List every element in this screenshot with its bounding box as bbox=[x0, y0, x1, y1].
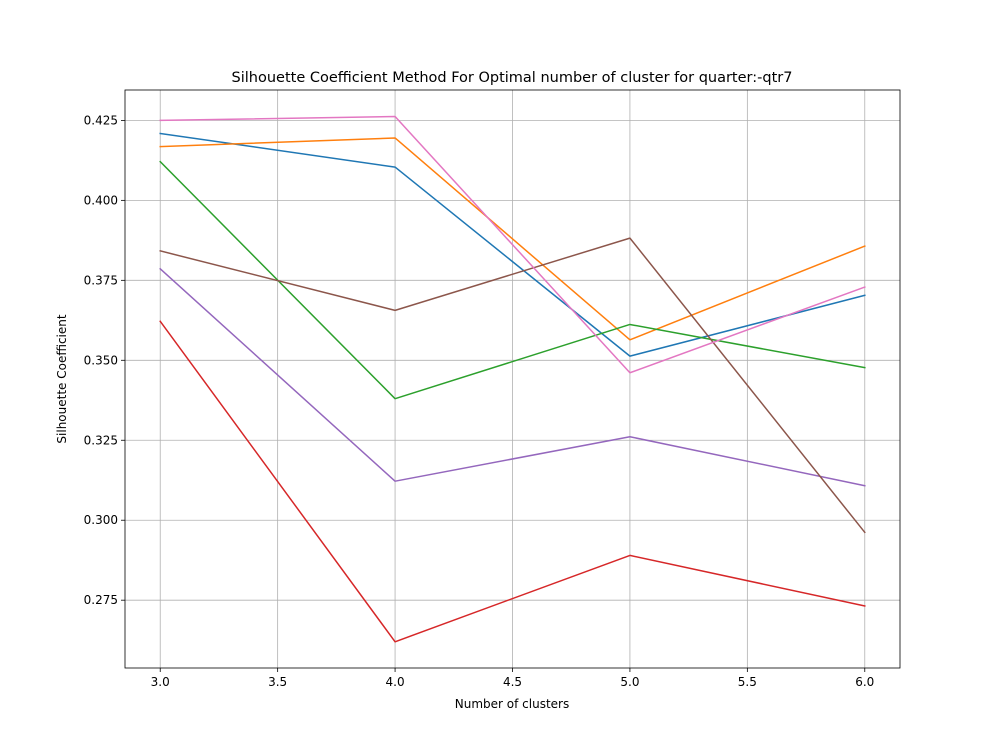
series-lines bbox=[159, 115, 866, 643]
x-tick-label: 5.5 bbox=[738, 675, 757, 689]
y-tick-label: 0.400 bbox=[84, 193, 118, 207]
x-tick-label: 5.0 bbox=[620, 675, 639, 689]
chart-title: Silhouette Coefficient Method For Optima… bbox=[232, 70, 793, 86]
y-tick-label: 0.275 bbox=[84, 593, 118, 607]
series-line-5 bbox=[159, 267, 866, 487]
y-tick-label: 0.300 bbox=[84, 513, 118, 527]
series-line-1 bbox=[159, 132, 866, 357]
x-tick-label: 4.0 bbox=[386, 675, 405, 689]
y-tick-label: 0.325 bbox=[84, 433, 118, 447]
axis-ticks: 3.0 3.5 4.0 4.5 5.0 5.5 6.0 0.275 0.300 0.325 0.35… bbox=[84, 113, 875, 689]
series-line-6 bbox=[159, 237, 866, 534]
series-line-4 bbox=[159, 320, 866, 643]
grid-lines bbox=[125, 90, 900, 668]
series-line-2 bbox=[159, 137, 866, 341]
x-tick-label: 6.0 bbox=[855, 675, 874, 689]
y-tick-label: 0.375 bbox=[84, 273, 118, 287]
y-tick-label: 0.350 bbox=[84, 353, 118, 367]
y-tick-label: 0.425 bbox=[84, 113, 118, 127]
x-tick-label: 3.5 bbox=[268, 675, 287, 689]
y-axis-label: Silhouette Coefficient bbox=[55, 314, 69, 443]
x-axis-label: Number of clusters bbox=[455, 697, 569, 711]
series-line-7 bbox=[159, 115, 866, 374]
x-tick-label: 3.0 bbox=[151, 675, 170, 689]
x-tick-label: 4.5 bbox=[503, 675, 522, 689]
